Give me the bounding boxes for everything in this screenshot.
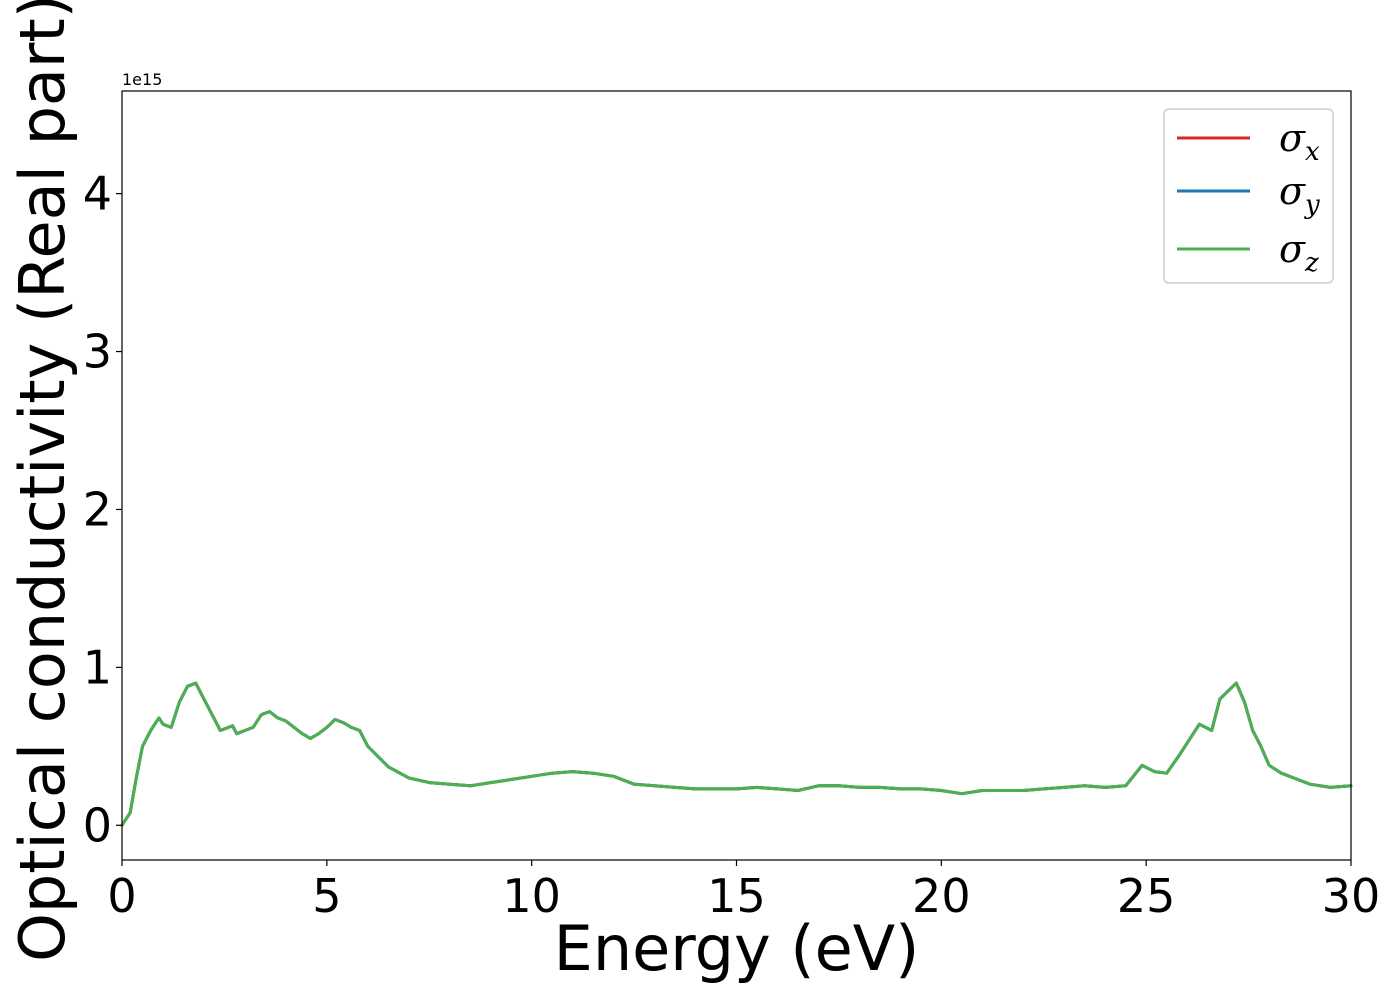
x-tick-label: 10 — [502, 869, 561, 923]
legend-symbol: σ — [1279, 227, 1306, 271]
plot-frame — [121, 90, 1352, 861]
y-tick-label: 4 — [83, 167, 112, 221]
legend-subscript: z — [1304, 248, 1319, 278]
axis-ticks: 0 5 10 15 20 25 30 0 1 2 3 4 — [83, 167, 1381, 923]
x-tick-label: 0 — [107, 869, 136, 923]
y-tick-label: 3 — [83, 325, 112, 379]
y-tick-label: 2 — [83, 482, 112, 536]
y-tick-label: 1 — [83, 640, 112, 694]
legend-symbol: σ — [1279, 116, 1306, 160]
legend-box — [1163, 108, 1334, 284]
plot-area — [120, 681, 1353, 827]
legend-subscript: y — [1304, 190, 1320, 220]
x-tick-label: 25 — [1117, 869, 1176, 923]
y-tick-label: 0 — [83, 798, 112, 852]
series-line-x — [120, 681, 1353, 827]
x-tick-label: 15 — [707, 869, 766, 923]
legend-symbol: σ — [1279, 169, 1306, 213]
x-tick-label: 30 — [1322, 869, 1381, 923]
x-tick-label: 20 — [912, 869, 971, 923]
x-axis-label: Energy (eV) — [554, 912, 920, 985]
legend-label-x: σx — [1279, 116, 1320, 167]
series-line-y — [120, 681, 1353, 827]
y-offset-label: 1e15 — [122, 70, 162, 89]
legend-label-y: σy — [1279, 169, 1320, 220]
legend-label-z: σz — [1279, 227, 1319, 278]
y-axis-label: Optical conductivity (Real part) — [6, 0, 79, 962]
x-tick-label: 5 — [312, 869, 341, 923]
series-line-z — [120, 681, 1353, 827]
legend-subscript: x — [1305, 137, 1320, 167]
